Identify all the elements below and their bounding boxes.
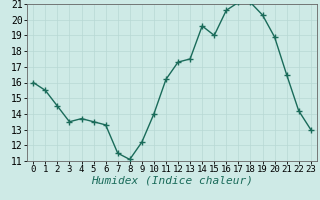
X-axis label: Humidex (Indice chaleur): Humidex (Indice chaleur)	[91, 176, 253, 186]
